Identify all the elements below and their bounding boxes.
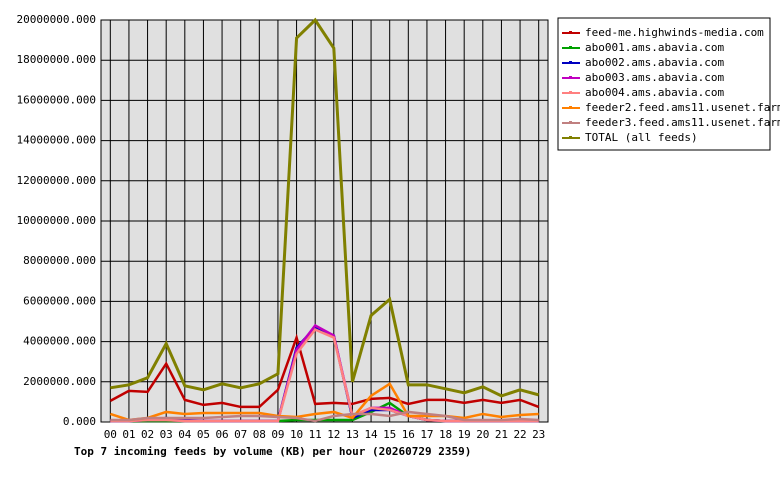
y-tick-label: 16000000.000 bbox=[17, 93, 96, 106]
series-line bbox=[110, 17, 540, 398]
x-tick-label: 16 bbox=[402, 428, 415, 441]
series-line bbox=[109, 382, 539, 422]
legend-marker bbox=[569, 46, 572, 49]
legend-marker bbox=[569, 91, 572, 94]
y-tick-label: 6000000.000 bbox=[23, 294, 96, 307]
series-line bbox=[109, 333, 540, 409]
legend-label: abo004.ams.abavia.com bbox=[585, 86, 724, 99]
x-tick-label: 11 bbox=[309, 428, 322, 441]
x-tick-label: 03 bbox=[160, 428, 173, 441]
y-tick-label: 14000000.000 bbox=[17, 134, 96, 147]
legend-marker bbox=[569, 136, 572, 139]
y-tick-label: 12000000.000 bbox=[17, 174, 96, 187]
y-tick-label: 0.000 bbox=[63, 415, 96, 428]
x-tick-label: 07 bbox=[234, 428, 247, 441]
x-tick-label: 18 bbox=[439, 428, 452, 441]
y-tick-label: 4000000.000 bbox=[23, 335, 96, 348]
x-tick-label: 22 bbox=[513, 428, 526, 441]
legend-marker bbox=[569, 76, 572, 79]
y-tick-label: 18000000.000 bbox=[17, 53, 96, 66]
legend-marker bbox=[569, 106, 572, 109]
legend-label: abo001.ams.abavia.com bbox=[585, 41, 724, 54]
x-tick-label: 05 bbox=[197, 428, 210, 441]
y-tick-label: 20000000.000 bbox=[17, 13, 96, 26]
legend-label: abo002.ams.abavia.com bbox=[585, 56, 724, 69]
legend-label: feed-me.highwinds-media.com bbox=[585, 26, 764, 39]
chart-title: Top 7 incoming feeds by volume (KB) per … bbox=[74, 445, 471, 458]
legend-label: abo003.ams.abavia.com bbox=[585, 71, 724, 84]
x-tick-label: 09 bbox=[271, 428, 284, 441]
y-tick-label: 2000000.000 bbox=[23, 375, 96, 388]
legend-label: TOTAL (all feeds) bbox=[585, 131, 698, 144]
x-tick-label: 04 bbox=[178, 428, 192, 441]
x-tick-label: 06 bbox=[215, 428, 228, 441]
legend-label: feeder2.feed.ams11.usenet.farm bbox=[585, 101, 780, 114]
x-tick-label: 15 bbox=[383, 428, 396, 441]
series-line bbox=[110, 410, 539, 423]
x-tick-label: 02 bbox=[141, 428, 154, 441]
x-tick-label: 10 bbox=[290, 428, 303, 441]
x-tick-label: 00 bbox=[104, 428, 117, 441]
x-tick-label: 19 bbox=[458, 428, 471, 441]
x-tick-label: 23 bbox=[532, 428, 545, 441]
legend-marker bbox=[569, 31, 572, 34]
x-tick-label: 20 bbox=[476, 428, 489, 441]
x-tick-label: 14 bbox=[364, 428, 378, 441]
x-tick-label: 01 bbox=[122, 428, 135, 441]
x-tick-label: 12 bbox=[327, 428, 340, 441]
x-tick-label: 13 bbox=[346, 428, 359, 441]
legend-label: feeder3.feed.ams11.usenet.farm bbox=[585, 116, 780, 129]
y-tick-label: 8000000.000 bbox=[23, 254, 96, 267]
y-tick-label: 10000000.000 bbox=[17, 214, 96, 227]
x-tick-label: 17 bbox=[420, 428, 433, 441]
legend-marker bbox=[569, 121, 572, 124]
x-tick-label: 08 bbox=[253, 428, 266, 441]
legend-box bbox=[557, 17, 771, 151]
x-tick-label: 21 bbox=[495, 428, 508, 441]
legend-marker bbox=[569, 61, 572, 64]
